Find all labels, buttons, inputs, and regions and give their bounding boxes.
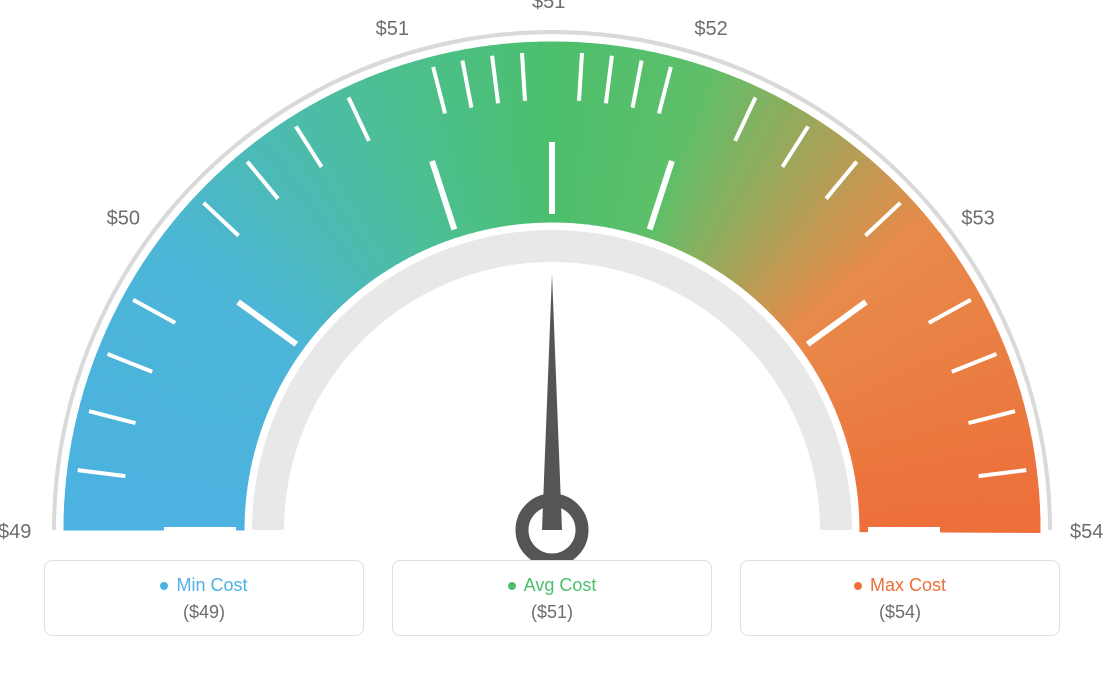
legend-title: Avg Cost [508, 575, 597, 596]
legend-card-min: Min Cost ($49) [44, 560, 364, 636]
legend-value: ($49) [55, 602, 353, 623]
tick-label: $51 [376, 18, 409, 40]
legend-card-avg: Avg Cost ($51) [392, 560, 712, 636]
tick-label: $50 [107, 208, 140, 230]
legend-dot-icon [854, 582, 862, 590]
legend-row: Min Cost ($49) Avg Cost ($51) Max Cost ($54) [0, 560, 1104, 636]
legend-title-text: Avg Cost [524, 575, 597, 596]
legend-title: Max Cost [854, 575, 946, 596]
gauge-svg: $49 $50 $51 $51 $52 $53 $54 [0, 0, 1104, 560]
legend-card-max: Max Cost ($54) [740, 560, 1060, 636]
tick-label: $51 [532, 0, 565, 13]
legend-dot-icon [508, 582, 516, 590]
gauge-needle [542, 274, 562, 530]
legend-title: Min Cost [160, 575, 247, 596]
tick-label: $52 [694, 18, 727, 40]
tick-label: $54 [1070, 521, 1103, 543]
legend-value: ($54) [751, 602, 1049, 623]
legend-title-text: Max Cost [870, 575, 946, 596]
tick-label: $53 [961, 208, 994, 230]
legend-dot-icon [160, 582, 168, 590]
gauge-chart: $49 $50 $51 $51 $52 $53 $54 [0, 0, 1104, 560]
tick-label: $49 [0, 521, 31, 543]
legend-title-text: Min Cost [176, 575, 247, 596]
legend-value: ($51) [403, 602, 701, 623]
